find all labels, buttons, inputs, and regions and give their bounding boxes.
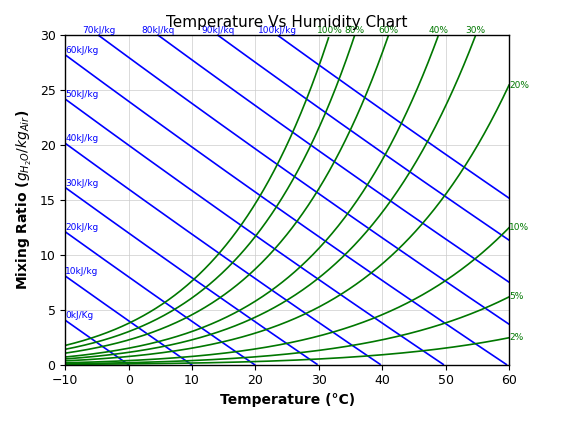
Text: 20kJ/kg: 20kJ/kg — [65, 223, 99, 232]
Text: 10%: 10% — [509, 223, 529, 232]
Text: 30%: 30% — [466, 26, 486, 35]
Text: 80kJ/kq: 80kJ/kq — [141, 26, 175, 35]
Text: 60%: 60% — [379, 26, 399, 35]
Text: 2%: 2% — [509, 333, 523, 342]
Text: 70kJ/kg: 70kJ/kg — [82, 26, 116, 35]
Text: 40%: 40% — [429, 26, 449, 35]
Text: 10kJ/kg: 10kJ/kg — [65, 267, 99, 276]
Text: 30kJ/kg: 30kJ/kg — [65, 179, 99, 187]
Title: Temperature Vs Humidity Chart: Temperature Vs Humidity Chart — [167, 15, 408, 30]
X-axis label: Temperature (°C): Temperature (°C) — [219, 393, 355, 407]
Text: 40kJ/kg: 40kJ/kg — [65, 134, 99, 143]
Text: 80%: 80% — [345, 26, 365, 35]
Text: 20%: 20% — [509, 81, 529, 89]
Y-axis label: Mixing Ratio ($g_{H_2O}/kg_{Air}$): Mixing Ratio ($g_{H_2O}/kg_{Air}$) — [15, 110, 34, 290]
Text: 50kJ/kg: 50kJ/kg — [65, 90, 99, 99]
Text: 90kJ/kq: 90kJ/kq — [201, 26, 234, 35]
Text: 5%: 5% — [509, 292, 523, 301]
Text: 100%: 100% — [316, 26, 343, 35]
Text: 100kJ/kg: 100kJ/kg — [258, 26, 297, 35]
Text: 0kJ/Kg: 0kJ/Kg — [65, 311, 94, 320]
Text: 60kJ/kg: 60kJ/kg — [65, 46, 99, 55]
